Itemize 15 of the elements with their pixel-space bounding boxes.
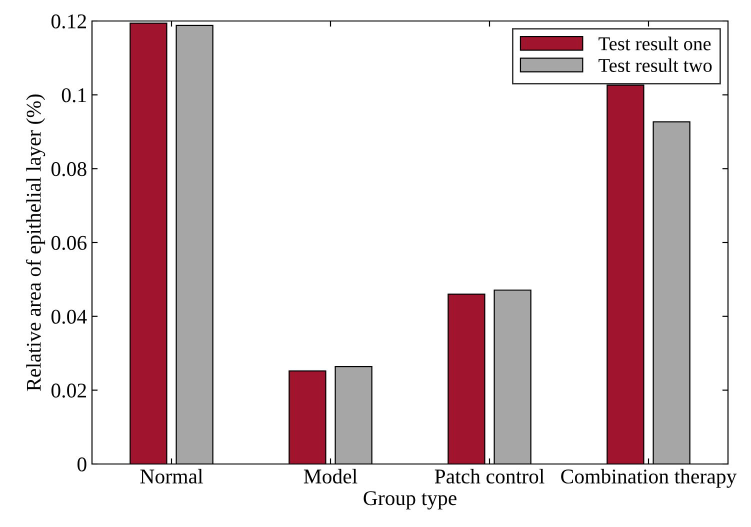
- x-tick-label: Model: [304, 468, 358, 484]
- legend-label: Test result one: [598, 36, 711, 50]
- x-tick-label: Normal: [140, 468, 203, 484]
- y-tick-label: 0.02: [51, 384, 86, 398]
- y-tick-label: 0.12: [51, 14, 86, 29]
- x-tick-label: Combination therapy: [561, 468, 737, 488]
- y-tick-label: 0.04: [51, 310, 87, 324]
- x-tick-label: Patch control: [434, 468, 544, 484]
- y-axis-title: Relative area of epithelial layer (%): [26, 94, 46, 391]
- y-tick-label: 0.08: [51, 162, 86, 176]
- y-tick-label: 0: [78, 457, 86, 472]
- legend-label: Test result two: [598, 58, 712, 72]
- x-axis-title: Group type: [364, 491, 456, 510]
- y-tick-label: 0.1: [62, 88, 86, 102]
- y-tick-label: 0.06: [51, 236, 87, 250]
